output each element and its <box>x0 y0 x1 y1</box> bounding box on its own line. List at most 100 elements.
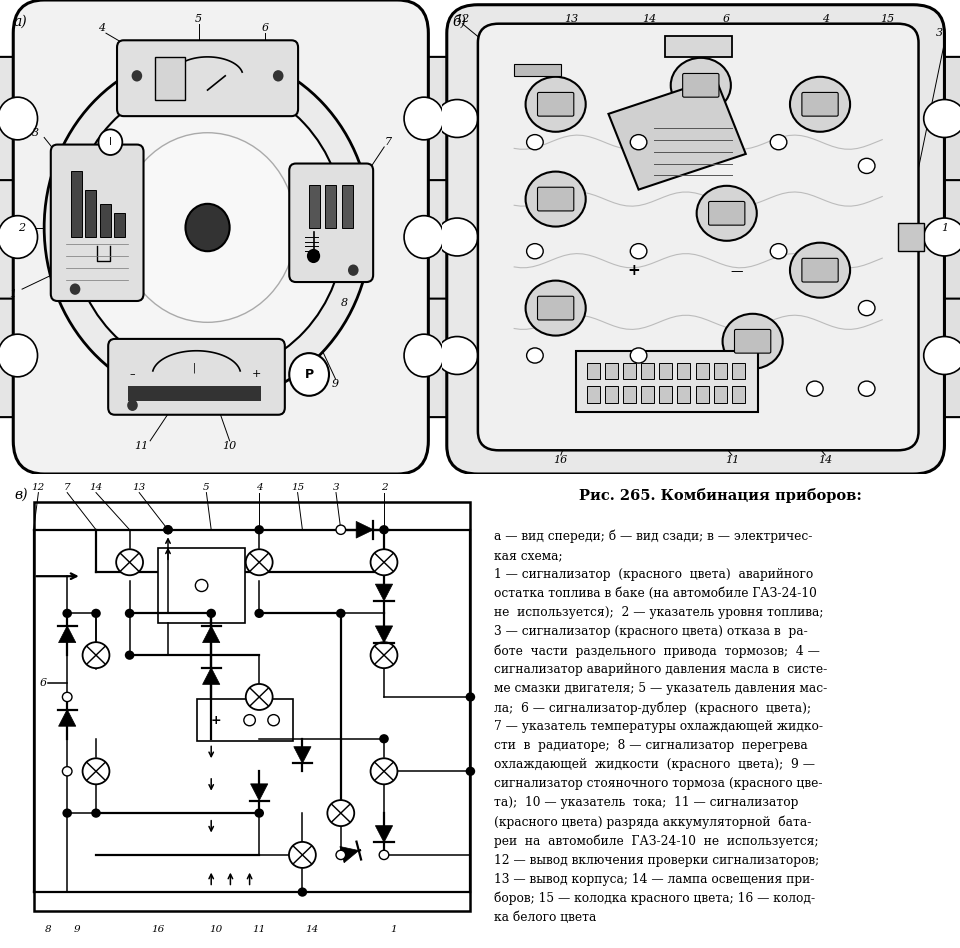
Circle shape <box>125 650 134 660</box>
Circle shape <box>71 81 345 374</box>
Circle shape <box>336 525 346 535</box>
Bar <box>732 387 745 403</box>
Circle shape <box>289 842 316 868</box>
Text: 3: 3 <box>936 28 943 38</box>
Circle shape <box>273 70 283 82</box>
Circle shape <box>327 800 354 826</box>
Bar <box>605 387 618 403</box>
Text: 8: 8 <box>341 299 348 308</box>
Text: ме смазки двигателя; 5 — указатель давления мас-: ме смазки двигателя; 5 — указатель давле… <box>494 683 828 695</box>
Circle shape <box>163 525 173 535</box>
Polygon shape <box>251 784 268 800</box>
Text: +: + <box>252 370 261 379</box>
Text: 1 — сигнализатор  (красного  цвета)  аварийного: 1 — сигнализатор (красного цвета) аварий… <box>494 568 814 581</box>
FancyBboxPatch shape <box>416 175 509 299</box>
Circle shape <box>437 100 478 137</box>
Bar <box>898 223 924 251</box>
Circle shape <box>790 243 851 298</box>
Polygon shape <box>356 521 373 538</box>
Circle shape <box>379 850 389 860</box>
Text: +: + <box>627 263 639 278</box>
FancyBboxPatch shape <box>108 339 285 415</box>
Text: остатка топлива в баке (на автомобиле ГАЗ-24-10: остатка топлива в баке (на автомобиле ГА… <box>494 587 817 600</box>
Circle shape <box>525 281 586 336</box>
Bar <box>85 190 96 237</box>
Circle shape <box>404 98 444 140</box>
Text: 9: 9 <box>74 924 80 934</box>
Bar <box>71 171 82 237</box>
Text: 16: 16 <box>554 455 568 465</box>
Text: а — вид спереди; б — вид сзади; в — электричес-: а — вид спереди; б — вид сзади; в — элек… <box>494 530 813 543</box>
Bar <box>732 363 745 379</box>
Text: 7: 7 <box>385 137 393 147</box>
Circle shape <box>631 135 647 150</box>
Circle shape <box>206 609 216 618</box>
Bar <box>100 204 110 237</box>
Polygon shape <box>375 626 393 643</box>
Bar <box>678 387 690 403</box>
Bar <box>155 57 185 100</box>
Circle shape <box>70 283 81 295</box>
Text: 8: 8 <box>45 924 51 934</box>
Circle shape <box>527 135 543 150</box>
Text: 13: 13 <box>564 14 578 24</box>
FancyBboxPatch shape <box>478 24 919 450</box>
Text: б): б) <box>452 14 466 28</box>
Text: 10: 10 <box>223 441 237 450</box>
Bar <box>696 387 708 403</box>
Circle shape <box>806 381 823 396</box>
Circle shape <box>44 52 371 403</box>
Text: 13: 13 <box>132 483 146 492</box>
FancyBboxPatch shape <box>538 188 574 211</box>
Text: 12: 12 <box>455 14 469 24</box>
Text: I: I <box>109 137 111 147</box>
Circle shape <box>0 216 37 259</box>
Circle shape <box>125 609 134 618</box>
Bar <box>660 387 672 403</box>
Circle shape <box>254 525 264 535</box>
Text: 15: 15 <box>880 14 895 24</box>
FancyBboxPatch shape <box>538 297 574 320</box>
Circle shape <box>858 301 875 316</box>
Bar <box>605 363 618 379</box>
Circle shape <box>268 715 279 726</box>
Text: 4: 4 <box>256 483 262 492</box>
Circle shape <box>631 348 647 363</box>
Bar <box>309 185 321 228</box>
Text: P: P <box>304 368 314 381</box>
Bar <box>696 363 708 379</box>
Text: 14: 14 <box>642 14 656 24</box>
Bar <box>641 363 654 379</box>
Circle shape <box>119 133 296 322</box>
Text: реи  на  автомобиле  ГАЗ-24-10  не  используется;: реи на автомобиле ГАЗ-24-10 не используе… <box>494 834 819 848</box>
Polygon shape <box>375 826 393 843</box>
Text: 1: 1 <box>391 924 396 934</box>
Text: 3: 3 <box>32 128 39 137</box>
Text: 6: 6 <box>39 678 47 688</box>
Bar <box>472 209 493 265</box>
Bar <box>34 501 470 911</box>
Text: 7 — указатель температуры охлаждающей жидко-: 7 — указатель температуры охлаждающей жи… <box>494 720 824 733</box>
FancyBboxPatch shape <box>416 294 509 417</box>
Text: та);  10 — указатель  тока;  11 — сигнализатор: та); 10 — указатель тока; 11 — сигнализа… <box>494 796 799 810</box>
Bar <box>713 387 727 403</box>
Polygon shape <box>375 584 393 601</box>
Circle shape <box>527 244 543 259</box>
Circle shape <box>254 809 264 818</box>
Bar <box>623 387 636 403</box>
Bar <box>713 363 727 379</box>
Circle shape <box>83 758 109 784</box>
Text: +: + <box>210 714 222 727</box>
Text: кая схема;: кая схема; <box>494 549 563 562</box>
Bar <box>515 64 561 76</box>
Text: 1: 1 <box>941 223 948 232</box>
Text: 4: 4 <box>822 14 828 24</box>
Bar <box>114 213 126 237</box>
Bar <box>587 387 600 403</box>
Bar <box>128 387 260 400</box>
Circle shape <box>437 218 478 256</box>
Circle shape <box>404 216 444 259</box>
Text: 2: 2 <box>18 223 26 232</box>
Circle shape <box>83 642 109 668</box>
Text: Рис. 265. Комбинация приборов:: Рис. 265. Комбинация приборов: <box>579 488 861 503</box>
